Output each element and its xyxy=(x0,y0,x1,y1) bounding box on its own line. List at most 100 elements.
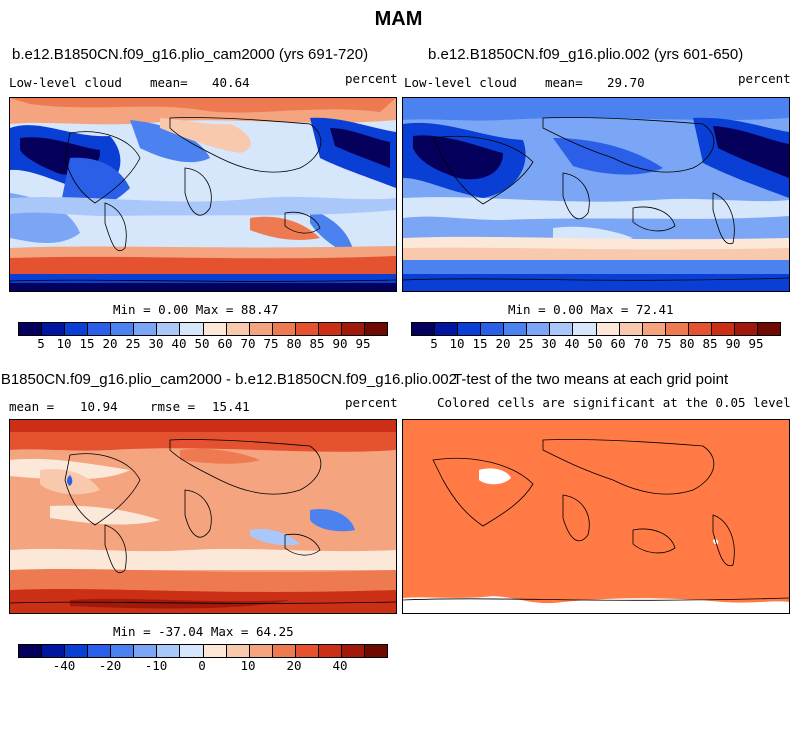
colorbar-swatch xyxy=(619,323,643,335)
panel-2-colorbar-labels: 5 10 15 20 25 30 40 50 60 70 75 80 85 90 95 xyxy=(411,336,779,352)
colorbar-swatch xyxy=(180,323,204,335)
colorbar-swatch xyxy=(19,323,43,335)
colorbar-tick-label: 95 xyxy=(748,336,764,351)
colorbar-tick-label: 70 xyxy=(240,336,256,351)
colorbar-swatch xyxy=(180,645,204,657)
colorbar-tick-label: 70 xyxy=(633,336,649,351)
colorbar-swatch xyxy=(111,645,135,657)
colorbar-swatch xyxy=(711,323,735,335)
panel-3-title: b.e12.B1850CN.f09_g16.plio_cam2000 - b.e… xyxy=(0,371,457,388)
colorbar-swatch xyxy=(341,645,365,657)
colorbar-swatch xyxy=(88,323,112,335)
panel-4-title: T-test of the two means at each grid poi… xyxy=(453,371,729,388)
colorbar-tick-label: 30 xyxy=(148,336,164,351)
colorbar-tick-label: 20 xyxy=(102,336,118,351)
colorbar-tick-label: 40 xyxy=(171,336,187,351)
colorbar-swatch xyxy=(295,323,319,335)
panel-2-units: percent xyxy=(738,71,791,86)
panel-1-colorbar-labels: 5 10 15 20 25 30 40 50 60 70 75 80 85 90 95 xyxy=(18,336,386,352)
panel-1-stats: Min = 0.00 Max = 88.47 xyxy=(113,302,279,317)
colorbar-tick-label: 20 xyxy=(495,336,511,351)
colorbar-tick-label: 5 xyxy=(430,336,438,351)
panel-2-stats: Min = 0.00 Max = 72.41 xyxy=(508,302,674,317)
panel-4-map xyxy=(402,419,790,614)
panel-3-units: percent xyxy=(345,395,398,410)
colorbar-swatch xyxy=(481,323,505,335)
colorbar-swatch xyxy=(226,323,250,335)
colorbar-swatch xyxy=(550,323,574,335)
colorbar-tick-label: 25 xyxy=(518,336,534,351)
panel-1-title: b.e12.B1850CN.f09_g16.plio_cam2000 (yrs … xyxy=(12,46,369,63)
panel-2-mean-value: 29.70 xyxy=(607,75,645,90)
colorbar-swatch xyxy=(203,645,227,657)
colorbar-tick-label: 5 xyxy=(37,336,45,351)
colorbar-tick-label: 85 xyxy=(309,336,325,351)
panel-3-colorbar xyxy=(18,644,388,658)
colorbar-tick-label: 20 xyxy=(286,658,302,673)
colorbar-swatch xyxy=(157,645,181,657)
colorbar-swatch xyxy=(734,323,758,335)
colorbar-swatch xyxy=(688,323,712,335)
panel-1-colorbar xyxy=(18,322,388,336)
panel-3-rmse-value: 15.41 xyxy=(212,399,250,414)
colorbar-swatch xyxy=(226,645,250,657)
panel-2-variable-label: Low-level cloud xyxy=(404,75,517,90)
colorbar-tick-label: -20 xyxy=(98,658,122,673)
colorbar-tick-label: 25 xyxy=(125,336,141,351)
colorbar-swatch xyxy=(318,645,342,657)
colorbar-swatch xyxy=(203,323,227,335)
colorbar-tick-label: 60 xyxy=(217,336,233,351)
colorbar-swatch xyxy=(249,323,273,335)
colorbar-tick-label: 10 xyxy=(449,336,465,351)
colorbar-tick-label: 30 xyxy=(541,336,557,351)
panel-1-map xyxy=(9,97,397,292)
colorbar-swatch xyxy=(42,645,66,657)
colorbar-swatch xyxy=(249,645,273,657)
colorbar-tick-label: 75 xyxy=(263,336,279,351)
colorbar-swatch xyxy=(665,323,689,335)
colorbar-swatch xyxy=(19,645,43,657)
colorbar-tick-label: 80 xyxy=(679,336,695,351)
panel-4-subtitle: Colored cells are significant at the 0.0… xyxy=(437,395,791,410)
colorbar-swatch xyxy=(573,323,597,335)
panel-2-title: b.e12.B1850CN.f09_g16.plio.002 (yrs 601-… xyxy=(428,46,744,63)
colorbar-swatch xyxy=(295,645,319,657)
colorbar-swatch xyxy=(157,323,181,335)
panel-3-mean-label: mean = xyxy=(9,399,55,414)
colorbar-tick-label: 85 xyxy=(702,336,718,351)
colorbar-swatch xyxy=(65,645,89,657)
colorbar-tick-label: 40 xyxy=(332,658,348,673)
panel-3-stats: Min = -37.04 Max = 64.25 xyxy=(113,624,294,639)
colorbar-swatch xyxy=(134,645,158,657)
colorbar-swatch xyxy=(134,323,158,335)
colorbar-swatch xyxy=(272,323,296,335)
colorbar-tick-label: 10 xyxy=(56,336,72,351)
colorbar-tick-label: 50 xyxy=(194,336,210,351)
colorbar-tick-label: -40 xyxy=(52,658,76,673)
colorbar-swatch xyxy=(527,323,551,335)
colorbar-swatch xyxy=(42,323,66,335)
colorbar-tick-label: 50 xyxy=(587,336,603,351)
colorbar-swatch xyxy=(504,323,528,335)
colorbar-swatch xyxy=(596,323,620,335)
colorbar-swatch xyxy=(88,645,112,657)
colorbar-tick-label: -10 xyxy=(144,658,168,673)
colorbar-swatch xyxy=(458,323,482,335)
colorbar-tick-label: 90 xyxy=(332,336,348,351)
colorbar-swatch xyxy=(341,323,365,335)
colorbar-swatch xyxy=(364,323,387,335)
panel-3-mean-value: 10.94 xyxy=(80,399,118,414)
colorbar-tick-label: 60 xyxy=(610,336,626,351)
colorbar-swatch xyxy=(272,645,296,657)
colorbar-swatch xyxy=(364,645,387,657)
colorbar-swatch xyxy=(318,323,342,335)
panel-1-mean-label: mean= xyxy=(150,75,188,90)
panel-1-variable-label: Low-level cloud xyxy=(9,75,122,90)
colorbar-tick-label: 90 xyxy=(725,336,741,351)
colorbar-tick-label: 75 xyxy=(656,336,672,351)
colorbar-tick-label: 15 xyxy=(79,336,95,351)
panel-3-rmse-label: rmse = xyxy=(150,399,196,414)
colorbar-swatch xyxy=(412,323,436,335)
colorbar-swatch xyxy=(111,323,135,335)
panel-3-colorbar-labels: -40 -20 -10 0 10 20 40 xyxy=(18,658,386,674)
